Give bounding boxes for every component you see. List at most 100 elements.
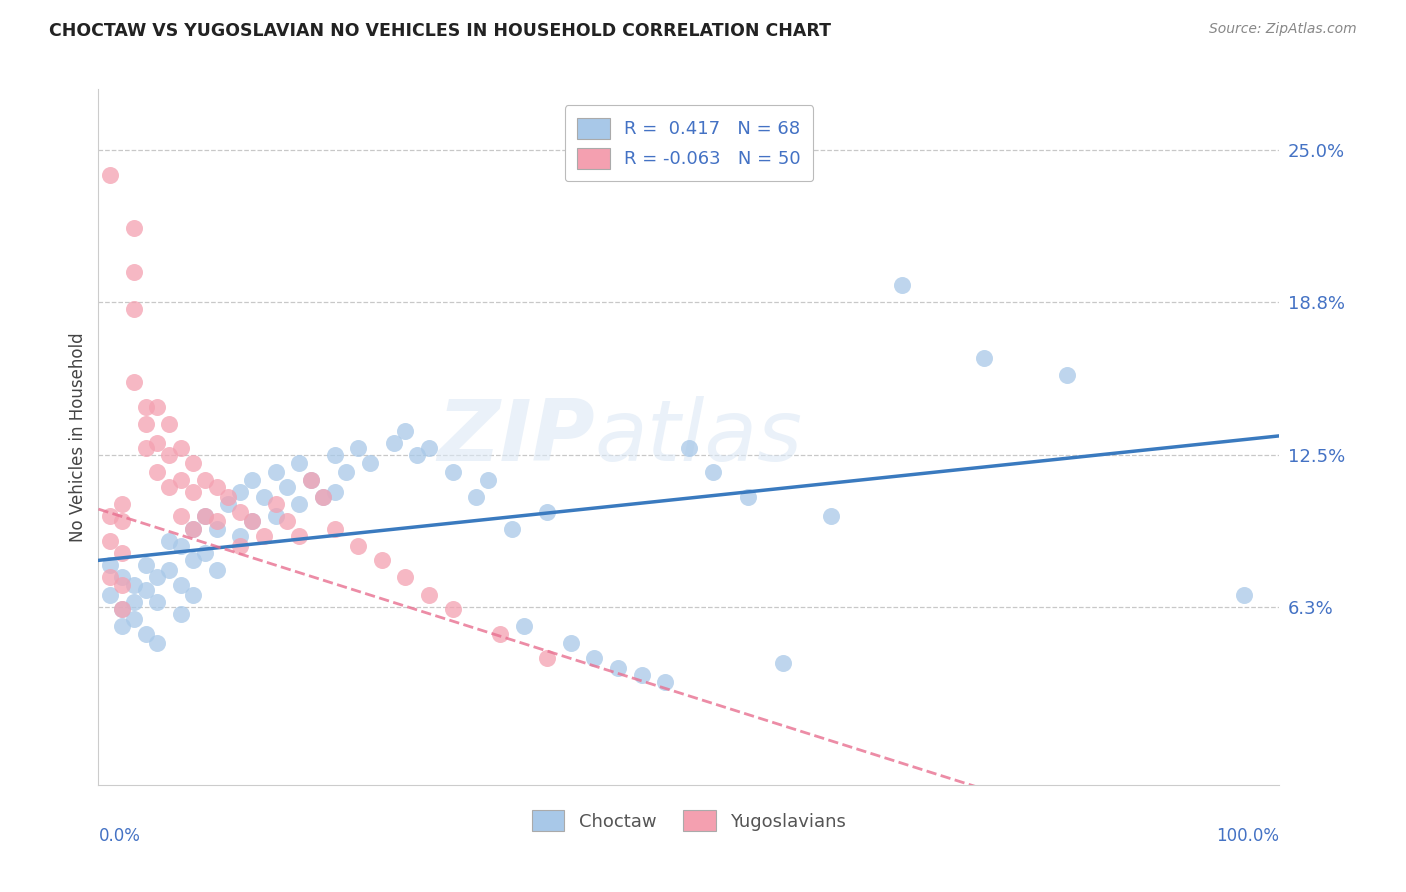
- Point: [217, 490, 239, 504]
- Point: [205, 480, 228, 494]
- Point: [583, 651, 606, 665]
- Y-axis label: No Vehicles in Household: No Vehicles in Household: [69, 332, 87, 542]
- Point: [146, 595, 169, 609]
- Point: [1056, 368, 1078, 382]
- Point: [347, 441, 370, 455]
- Point: [312, 490, 335, 504]
- Point: [394, 570, 416, 584]
- Point: [111, 514, 134, 528]
- Point: [299, 473, 322, 487]
- Point: [98, 558, 121, 573]
- Point: [98, 533, 121, 548]
- Point: [205, 522, 228, 536]
- Text: CHOCTAW VS YUGOSLAVIAN NO VEHICLES IN HOUSEHOLD CORRELATION CHART: CHOCTAW VS YUGOSLAVIAN NO VEHICLES IN HO…: [49, 22, 831, 40]
- Point: [276, 514, 298, 528]
- Point: [111, 602, 134, 616]
- Point: [111, 578, 134, 592]
- Point: [394, 424, 416, 438]
- Point: [288, 529, 311, 543]
- Point: [264, 509, 287, 524]
- Point: [181, 553, 204, 567]
- Point: [194, 546, 217, 560]
- Point: [111, 570, 134, 584]
- Text: atlas: atlas: [595, 395, 803, 479]
- Point: [312, 490, 335, 504]
- Point: [323, 522, 346, 536]
- Point: [111, 546, 134, 560]
- Point: [973, 351, 995, 365]
- Point: [98, 570, 121, 584]
- Point: [229, 504, 252, 518]
- Point: [122, 265, 145, 279]
- Point: [194, 509, 217, 524]
- Point: [501, 522, 523, 536]
- Point: [229, 529, 252, 543]
- Point: [229, 485, 252, 500]
- Point: [181, 485, 204, 500]
- Point: [122, 595, 145, 609]
- Point: [98, 509, 121, 524]
- Point: [820, 509, 842, 524]
- Point: [607, 661, 630, 675]
- Point: [217, 497, 239, 511]
- Point: [288, 497, 311, 511]
- Point: [98, 588, 121, 602]
- Point: [111, 619, 134, 633]
- Point: [772, 656, 794, 670]
- Point: [122, 578, 145, 592]
- Point: [157, 480, 180, 494]
- Point: [702, 466, 724, 480]
- Point: [122, 375, 145, 389]
- Point: [371, 553, 394, 567]
- Point: [512, 619, 534, 633]
- Text: 0.0%: 0.0%: [98, 827, 141, 845]
- Point: [146, 436, 169, 450]
- Point: [441, 466, 464, 480]
- Point: [122, 301, 145, 316]
- Point: [98, 168, 121, 182]
- Point: [276, 480, 298, 494]
- Point: [359, 456, 381, 470]
- Text: 100.0%: 100.0%: [1216, 827, 1279, 845]
- Point: [323, 485, 346, 500]
- Point: [678, 441, 700, 455]
- Point: [465, 490, 488, 504]
- Point: [264, 466, 287, 480]
- Point: [146, 570, 169, 584]
- Point: [1233, 588, 1256, 602]
- Point: [157, 563, 180, 577]
- Point: [170, 509, 193, 524]
- Point: [737, 490, 759, 504]
- Point: [170, 473, 193, 487]
- Point: [181, 522, 204, 536]
- Point: [253, 490, 276, 504]
- Point: [418, 441, 440, 455]
- Point: [205, 563, 228, 577]
- Text: Source: ZipAtlas.com: Source: ZipAtlas.com: [1209, 22, 1357, 37]
- Point: [157, 533, 180, 548]
- Point: [536, 504, 558, 518]
- Point: [170, 441, 193, 455]
- Point: [489, 626, 512, 640]
- Point: [122, 221, 145, 235]
- Point: [229, 539, 252, 553]
- Point: [170, 607, 193, 621]
- Point: [240, 514, 263, 528]
- Point: [122, 612, 145, 626]
- Point: [560, 636, 582, 650]
- Point: [406, 449, 429, 463]
- Point: [654, 675, 676, 690]
- Point: [890, 277, 912, 292]
- Point: [135, 582, 157, 597]
- Point: [205, 514, 228, 528]
- Point: [418, 588, 440, 602]
- Point: [288, 456, 311, 470]
- Text: ZIP: ZIP: [437, 395, 595, 479]
- Point: [194, 509, 217, 524]
- Point: [170, 578, 193, 592]
- Point: [253, 529, 276, 543]
- Point: [111, 602, 134, 616]
- Point: [146, 466, 169, 480]
- Point: [135, 441, 157, 455]
- Point: [135, 417, 157, 431]
